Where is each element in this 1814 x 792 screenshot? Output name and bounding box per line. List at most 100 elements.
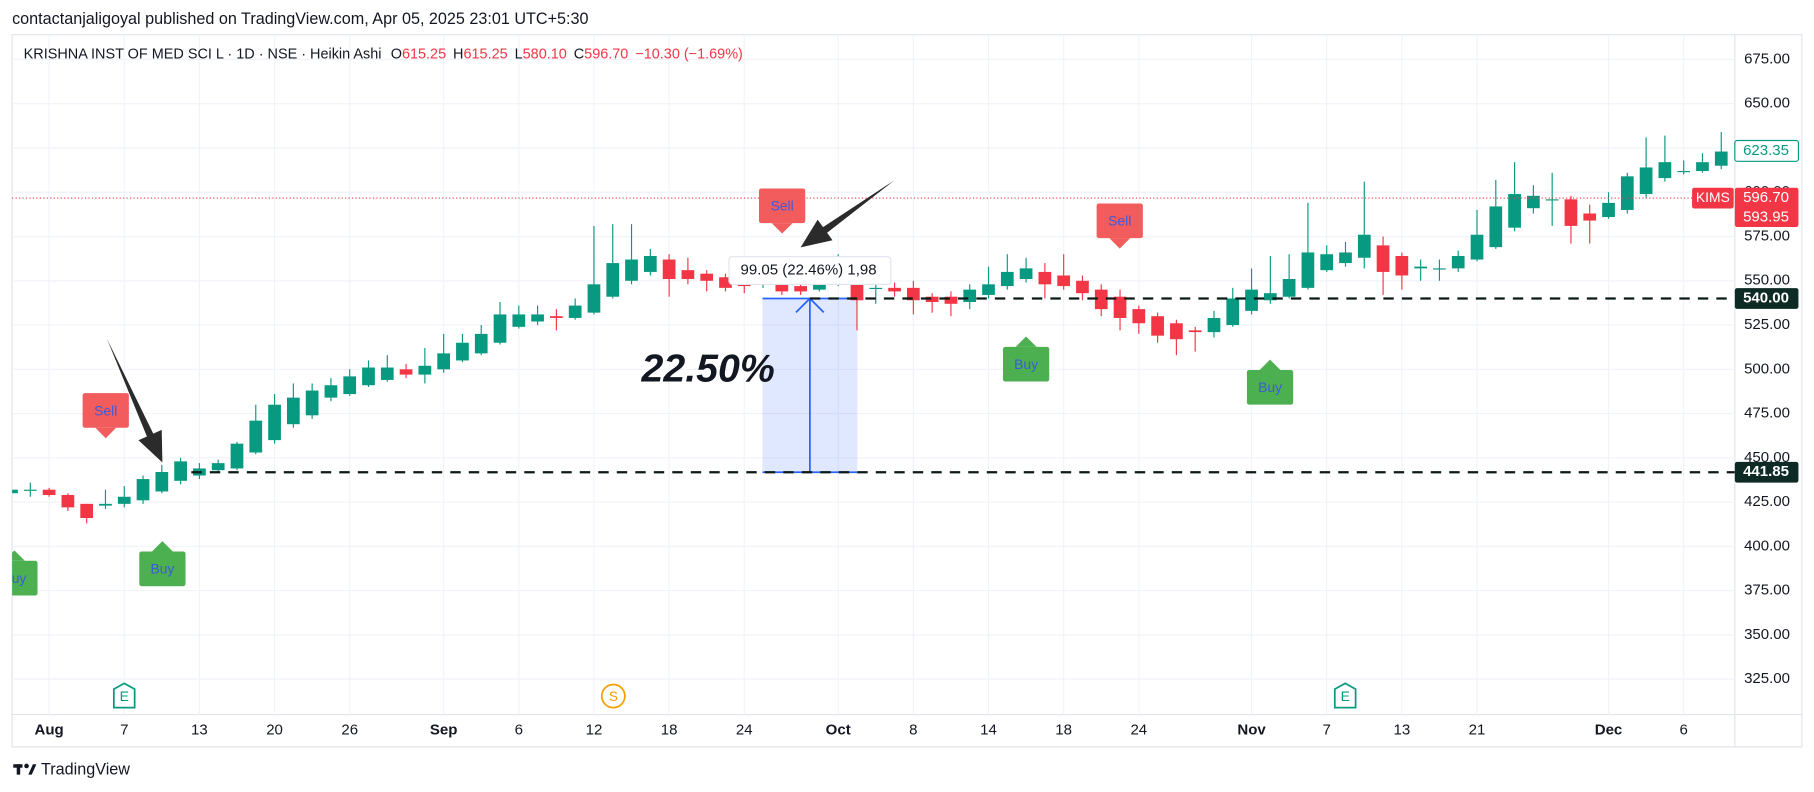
candle-body: [1714, 151, 1728, 166]
legend-value: 596.70: [584, 46, 628, 62]
x-tick-label: 13: [1394, 722, 1411, 739]
y-tick-label: 500.00: [1744, 360, 1790, 377]
candle-body: [1038, 271, 1052, 285]
y-tick-label: 425.00: [1744, 493, 1790, 510]
candle-body: [1113, 296, 1127, 318]
arrow: [106, 338, 163, 463]
event-marker: [600, 683, 626, 709]
candle-body: [1489, 206, 1503, 248]
candle-body: [1094, 289, 1108, 310]
y-tick-label: 675.00: [1744, 50, 1790, 67]
candle-body: [493, 314, 507, 343]
candle-body: [211, 463, 225, 471]
candle-body: [1151, 316, 1164, 336]
y-tick-label: 350.00: [1744, 626, 1790, 643]
signal-label: Sell: [94, 402, 117, 418]
candle-body: [1658, 162, 1672, 179]
candle-body: [625, 259, 638, 281]
y-tick-label: 375.00: [1744, 582, 1790, 599]
candle-body: [474, 333, 488, 354]
candle-body: [1357, 234, 1371, 258]
x-tick-label: Nov: [1237, 722, 1266, 739]
signal-box: [759, 188, 806, 224]
candle-body: [305, 390, 319, 416]
candle-body: [1207, 317, 1221, 333]
candle-body: [944, 296, 958, 304]
candle-body: [1602, 202, 1615, 218]
candle-body: [155, 471, 169, 492]
frame: [11, 34, 1803, 748]
brand: TradingView: [41, 760, 130, 778]
candle-body: [286, 397, 300, 425]
y-tick-label: 525.00: [1744, 316, 1790, 333]
candle-body: [794, 286, 807, 292]
candle-body: [1000, 271, 1014, 287]
candle-body: [1564, 199, 1578, 226]
legend-change: −10.30 (−1.69%): [635, 46, 743, 62]
candle-body: [907, 287, 920, 301]
x-tick-label: 13: [191, 722, 208, 739]
measure-label: 99.05 (22.46%) 1,98: [741, 262, 877, 279]
x-tick-label: 7: [1323, 722, 1331, 739]
annotation: 22.50%: [640, 347, 774, 391]
x-tick-label: 6: [515, 722, 523, 739]
signal-pointer: [151, 541, 173, 552]
legend: KRISHNA INST OF MED SCI L · 1D · NSE · H…: [24, 46, 743, 62]
candle-body: [1583, 213, 1597, 221]
candle-body: [925, 296, 939, 303]
signal-pointer: [1259, 359, 1281, 370]
candle-body: [662, 259, 676, 280]
signal-pointer: [771, 223, 793, 234]
candle-body: [550, 316, 563, 318]
candle-body: [1019, 268, 1033, 280]
x-tick-label: 24: [736, 722, 753, 739]
candle-body: [456, 342, 469, 361]
signal-box: [1096, 203, 1143, 239]
level-label: 441.85: [1743, 463, 1789, 480]
candle-body: [982, 284, 995, 295]
y-tick-label: 550.00: [1744, 272, 1790, 289]
signal-box: [139, 551, 186, 587]
legend-key: O: [391, 46, 402, 62]
y-tick-label: 325.00: [1744, 670, 1790, 687]
legend-value: 615.25: [402, 46, 446, 62]
candle-body: [23, 489, 37, 491]
candle-body: [869, 287, 883, 290]
candle-body: [61, 495, 75, 508]
candle-body: [1639, 167, 1653, 195]
candle-body: [1395, 255, 1409, 276]
level-label: 540.00: [1743, 289, 1789, 306]
x-tick-label: Aug: [34, 722, 63, 739]
x-tick-label: Sep: [430, 722, 458, 739]
legend-title: KRISHNA INST OF MED SCI L · 1D · NSE · H…: [24, 46, 382, 62]
signal-label: Buy: [1258, 379, 1282, 395]
signal-pointer: [12, 550, 25, 561]
signal-pointer: [1109, 238, 1131, 249]
candle-body: [1076, 280, 1089, 294]
signal-label: Sell: [1108, 213, 1131, 229]
x-tick-label: Dec: [1595, 722, 1623, 739]
candle-body: [700, 273, 714, 281]
candle-body: [1470, 234, 1484, 260]
legend-key: H: [453, 46, 463, 62]
candle-body: [587, 284, 601, 313]
candle-body: [1057, 275, 1071, 287]
candle-body: [230, 443, 244, 469]
candle-body: [1170, 323, 1183, 340]
legend-value: 580.10: [523, 46, 567, 62]
candle-body: [174, 461, 187, 481]
candle-body: [643, 255, 657, 272]
y-tick-label: 575.00: [1744, 227, 1790, 244]
level-label-box: [1734, 461, 1799, 483]
signal-label: Sell: [771, 198, 794, 214]
ha-price-box: [1734, 139, 1800, 162]
x-tick-label: 26: [341, 722, 358, 739]
candle-body: [437, 353, 451, 370]
signal-box: [1002, 346, 1050, 382]
candle-body: [1339, 252, 1352, 264]
x-tick-label: 20: [266, 722, 283, 739]
y-tick-label: 400.00: [1744, 537, 1790, 554]
candle-body: [963, 289, 977, 303]
candle-body: [1414, 266, 1428, 269]
